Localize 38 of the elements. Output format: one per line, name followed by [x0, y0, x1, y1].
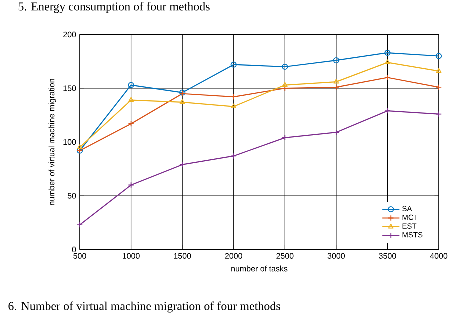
point — [230, 94, 237, 100]
point — [282, 134, 288, 141]
point — [128, 120, 134, 128]
point — [230, 62, 237, 68]
point — [333, 130, 340, 136]
point — [180, 99, 186, 104]
y-tick-label: 0 — [72, 246, 76, 253]
x-tick-label: 1000 — [123, 253, 140, 259]
point — [282, 82, 288, 88]
y-tick-label: 100 — [64, 139, 76, 146]
y-axis-title: number of virtual machine migration — [48, 79, 56, 206]
y-tick-label: 150 — [64, 86, 76, 92]
point — [282, 85, 288, 92]
text: 5. Energy consumption of four methods — [18, 2, 210, 14]
point — [333, 58, 340, 64]
point — [334, 79, 340, 84]
x-tick-label: 1500 — [174, 253, 192, 259]
point — [384, 74, 391, 81]
point — [128, 82, 134, 88]
x-tick-label: 3000 — [328, 253, 346, 259]
point — [230, 153, 237, 160]
text: 6. Number of virtual machine migration of four methods — [8, 302, 280, 313]
x-tick-label: 500 — [74, 253, 86, 259]
point — [385, 60, 390, 64]
x-tick-label: 4000 — [430, 253, 448, 259]
point — [128, 182, 134, 188]
y-tick-label: 200 — [64, 32, 76, 38]
point — [384, 108, 391, 114]
x-tick-label: 3500 — [379, 253, 396, 259]
x-tick-label: 2000 — [225, 253, 242, 259]
point — [282, 64, 288, 70]
point — [180, 162, 186, 168]
x-tick-label: 2500 — [276, 253, 294, 259]
point — [231, 104, 237, 109]
y-tick-label: 50 — [68, 193, 76, 199]
x-axis-title: number of tasks — [232, 266, 288, 272]
point — [384, 50, 391, 56]
point — [128, 97, 134, 102]
